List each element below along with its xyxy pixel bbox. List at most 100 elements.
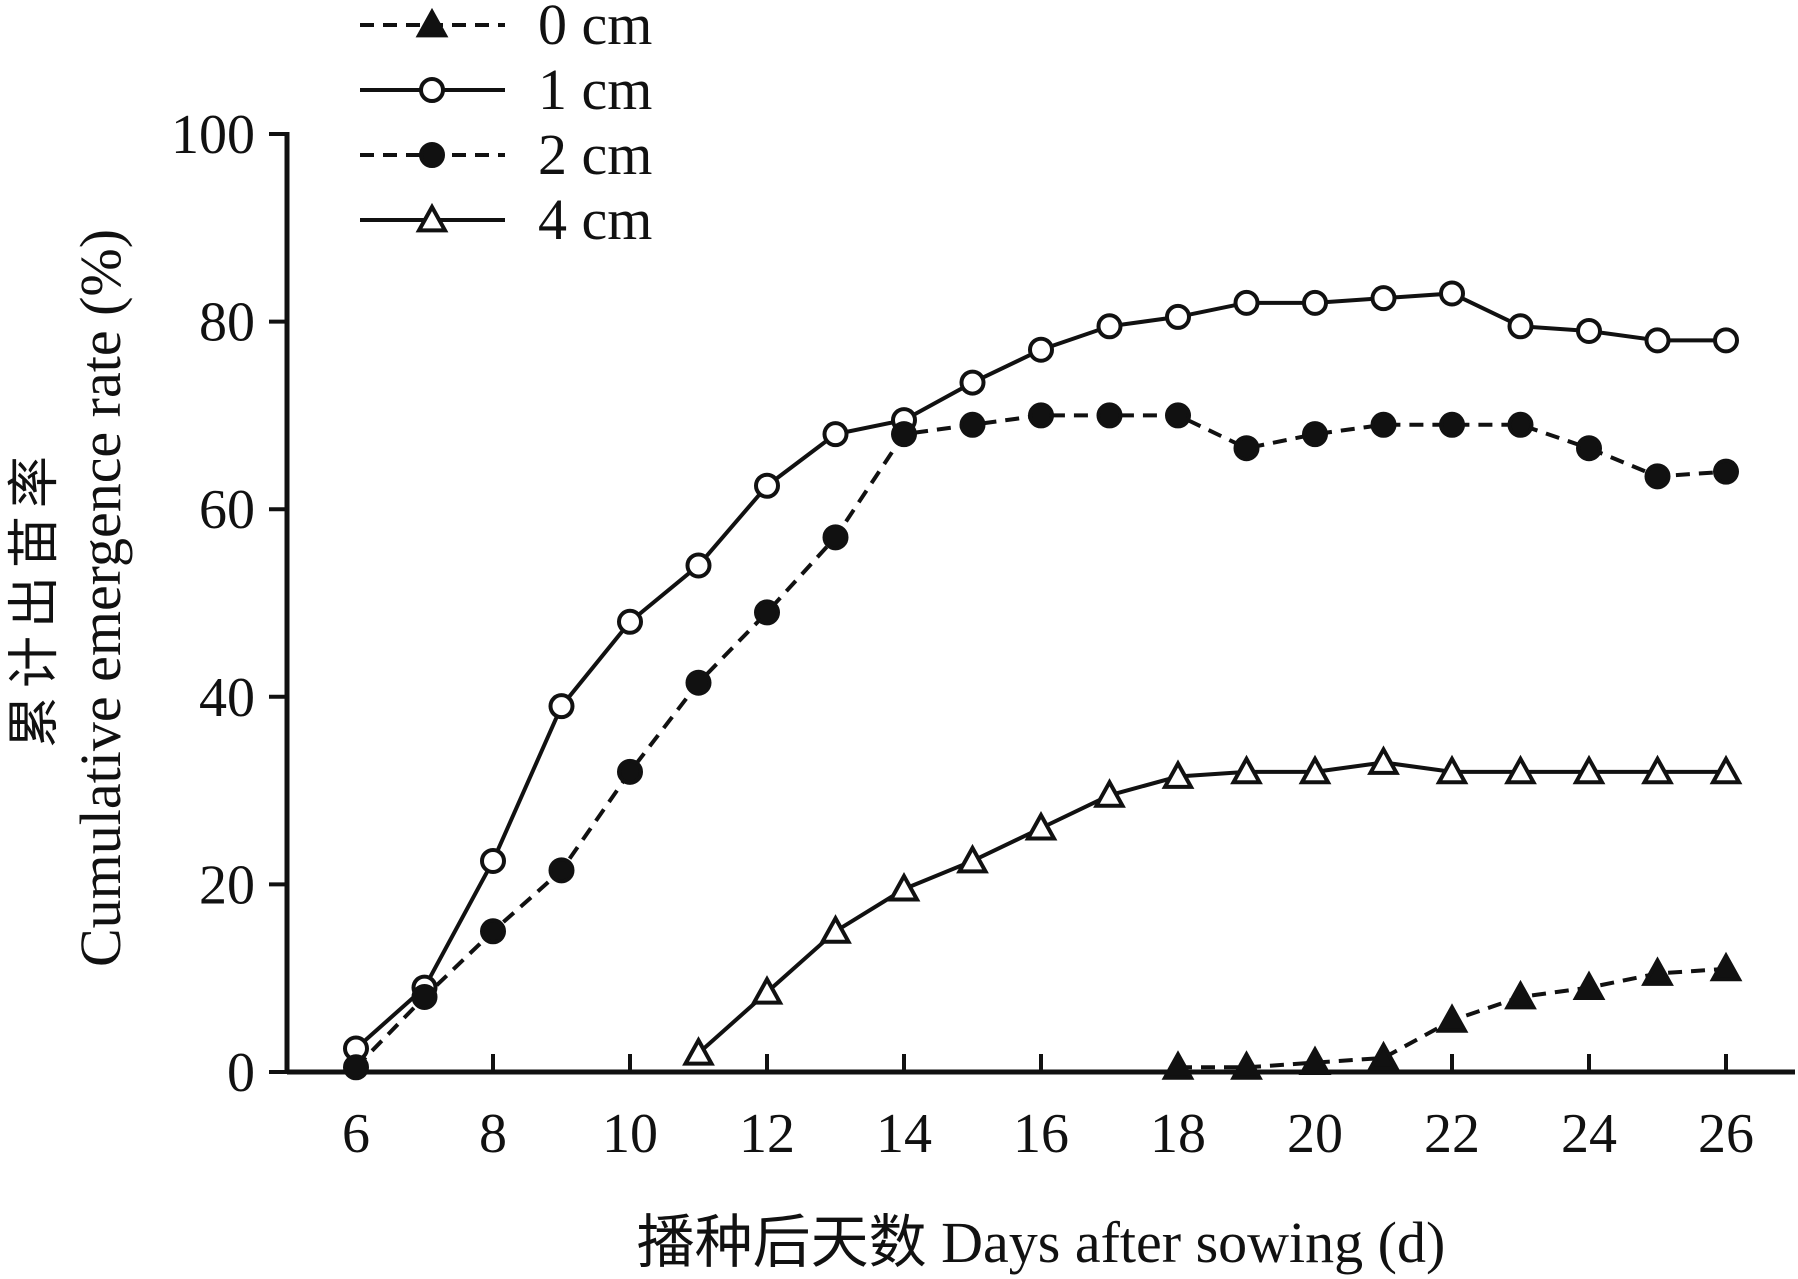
filled-circle-marker <box>685 669 712 696</box>
series-line <box>697 760 1726 1055</box>
open-triangle-marker <box>819 914 852 944</box>
open-triangle-marker <box>1367 745 1400 775</box>
filled-triangle-marker <box>1504 979 1537 1010</box>
open-circle-marker <box>822 421 849 448</box>
filled-triangle-marker <box>1572 970 1606 1000</box>
y-tick-label: 60 <box>199 479 255 541</box>
x-tick-label: 26 <box>1698 1103 1754 1165</box>
filled-circle-marker <box>548 857 575 884</box>
filled-triangle-marker <box>1367 1040 1400 1071</box>
filled-circle-marker <box>754 599 780 626</box>
open-triangle-marker <box>956 843 989 874</box>
open-circle-marker <box>1302 289 1328 316</box>
open-circle-marker <box>1644 327 1671 354</box>
open-triangle-marker <box>887 871 921 902</box>
open-circle-marker <box>754 472 780 499</box>
x-tick-label: 8 <box>479 1103 507 1165</box>
series-4-cm <box>682 745 1743 1066</box>
open-triangle-marker <box>682 1036 715 1066</box>
open-circle-marker <box>1507 313 1534 340</box>
open-circle-marker <box>1233 289 1260 316</box>
open-circle-marker <box>1028 336 1054 363</box>
legend-item: 1 cm <box>360 57 652 122</box>
filled-circle-marker <box>419 142 445 168</box>
y-tick-label: 0 <box>227 1042 255 1104</box>
legend-item: 2 cm <box>360 122 652 187</box>
x-axis-label: 播种后天数 Days after sowing (d) <box>637 1210 1446 1275</box>
open-circle-marker <box>959 369 986 396</box>
filled-triangle-marker <box>1298 1045 1332 1076</box>
filled-circle-marker <box>480 918 506 945</box>
open-triangle-marker <box>750 975 784 1005</box>
legend-label: 0 cm <box>538 0 652 57</box>
series-layer <box>343 280 1743 1081</box>
legend-item: 0 cm <box>360 0 652 57</box>
series-line <box>354 413 1727 1069</box>
filled-circle-marker <box>959 411 986 438</box>
open-circle-marker <box>1439 280 1465 307</box>
open-circle-marker <box>548 693 575 720</box>
x-tick-label: 6 <box>342 1103 370 1165</box>
y-axis-label-cn: 累计出苗率 <box>7 448 64 748</box>
open-triangle-marker <box>415 202 449 233</box>
open-circle-marker <box>419 77 445 103</box>
filled-circle-marker <box>1096 402 1123 429</box>
filled-circle-marker <box>1233 435 1260 462</box>
y-tick-label: 40 <box>199 667 255 729</box>
x-tick-label: 10 <box>602 1103 658 1165</box>
open-triangle-marker <box>1641 754 1674 785</box>
filled-circle-marker <box>1028 402 1054 429</box>
filled-triangle-marker <box>1709 951 1743 982</box>
filled-circle-marker <box>1576 435 1602 462</box>
x-tick-label: 12 <box>739 1103 795 1165</box>
open-circle-marker <box>1370 285 1397 312</box>
legend-item: 4 cm <box>360 187 652 252</box>
filled-circle-marker <box>822 524 849 551</box>
open-triangle-marker <box>1093 778 1126 808</box>
x-tick-label: 24 <box>1561 1103 1617 1165</box>
filled-circle-marker <box>411 983 438 1010</box>
filled-circle-marker <box>891 421 917 448</box>
open-triangle-marker <box>1230 754 1263 785</box>
x-tick-label: 18 <box>1150 1103 1206 1165</box>
filled-circle-marker <box>1713 458 1739 485</box>
legend: 0 cm1 cm2 cm4 cm <box>360 0 652 252</box>
filled-circle-marker <box>1439 411 1465 438</box>
y-axis-label: Cumulative emergence rate (%) <box>68 229 133 967</box>
open-triangle-marker <box>1504 754 1537 785</box>
filled-circle-marker <box>343 1054 369 1081</box>
y-tick-label: 20 <box>199 854 255 916</box>
filled-circle-marker <box>1302 421 1328 448</box>
x-tick-label: 16 <box>1013 1103 1069 1165</box>
x-tick-label: 14 <box>876 1103 932 1165</box>
filled-circle-marker <box>1644 463 1671 490</box>
legend-label: 4 cm <box>538 187 652 252</box>
open-triangle-marker <box>1298 754 1332 785</box>
filled-circle-marker <box>1370 411 1397 438</box>
series-0-cm <box>1161 951 1743 1080</box>
open-triangle-marker <box>1572 754 1606 785</box>
filled-circle-marker <box>617 758 643 785</box>
open-circle-marker <box>1165 303 1191 330</box>
open-circle-marker <box>1096 313 1123 340</box>
open-circle-marker <box>1713 327 1739 354</box>
axes: 6 8 10 12 14 16 18 20 22 24 26 0 20 40 60 80 100 <box>171 104 1795 1165</box>
legend-label: 1 cm <box>538 57 652 122</box>
legend-label: 2 cm <box>538 122 652 187</box>
open-triangle-marker <box>1709 754 1743 785</box>
filled-triangle-marker <box>1435 1003 1469 1033</box>
open-triangle-marker <box>1435 754 1469 785</box>
y-tick-label: 80 <box>199 292 255 354</box>
series-1-cm <box>343 280 1739 1062</box>
open-circle-marker <box>685 552 712 579</box>
x-tick-label: 20 <box>1287 1103 1343 1165</box>
series-2-cm <box>343 402 1739 1081</box>
open-circle-marker <box>1576 317 1602 344</box>
filled-triangle-marker <box>1230 1050 1263 1080</box>
filled-circle-marker <box>1165 402 1191 429</box>
open-triangle-marker <box>1161 759 1195 789</box>
open-triangle-marker <box>1024 811 1058 841</box>
open-circle-marker <box>617 608 643 635</box>
filled-circle-marker <box>1507 411 1534 438</box>
